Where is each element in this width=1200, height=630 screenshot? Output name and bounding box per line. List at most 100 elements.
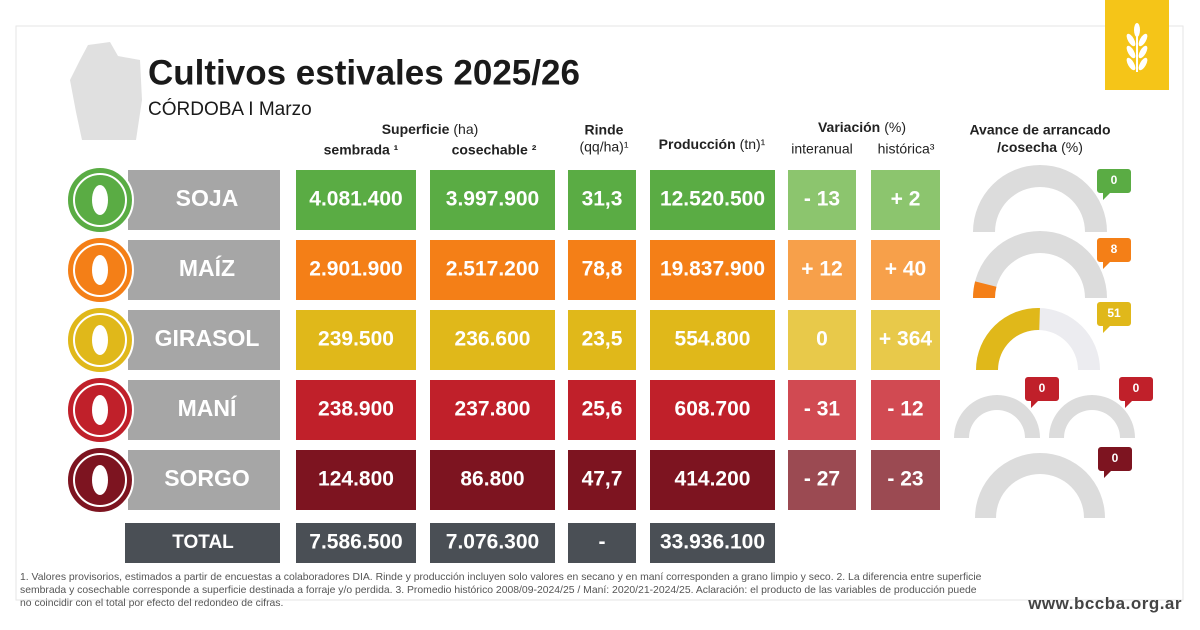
cell [568,310,636,370]
total-cell [568,523,636,563]
header: /cosecha (%) [997,139,1083,155]
cell [871,310,940,370]
bubble-label: 8 [1111,242,1118,256]
header: histórica³ [878,141,935,157]
crop-icon-shape [92,325,108,355]
cell-value: 12.520.500 [660,188,765,211]
frame [15,25,1184,601]
crop-icon-shape [92,185,108,215]
gauge-track [1049,395,1135,438]
header: (qq/ha)¹ [579,139,628,155]
title: Cultivos estivales 2025/26 [148,53,580,92]
crop-name: SORGO [164,465,250,491]
crop-name: GIRASOL [155,325,260,351]
header-part: Producción [659,136,736,152]
cell-value: - 12 [887,398,923,421]
header-part: (tn)¹ [740,136,766,152]
header: Rinde [585,122,624,138]
header-part: (ha) [453,121,478,137]
cell-value: 4.081.400 [309,188,402,211]
cell [788,310,856,370]
cell [430,310,555,370]
cell-value: 236.600 [455,328,531,351]
cell-value: - 23 [887,468,923,491]
bubble-label: 0 [1111,173,1118,187]
bubble [1097,302,1131,333]
cell [650,450,775,510]
crop-name-box [128,450,280,510]
cell [296,240,416,300]
total-cell [650,523,775,563]
cell-value: 86.800 [460,468,524,491]
crop-name: MANÍ [178,394,237,421]
crop-name-box [128,170,280,230]
crop-name-box [128,310,280,370]
cell-value: 0 [816,328,828,351]
cell-value: - 13 [804,188,840,211]
crop-icon-ring [73,313,127,367]
gauge-track [954,395,1040,438]
cell [650,310,775,370]
gauge-track [973,231,1107,298]
cell-value: + 364 [879,328,932,351]
crop-name: MAÍZ [179,254,235,281]
cell-value: + 2 [891,188,921,211]
header: cosechable ² [452,142,537,158]
cell-value: 78,8 [582,258,623,281]
cell [788,450,856,510]
total-name-box [125,523,280,563]
crop-icon-shape [92,395,108,425]
bubble [1097,169,1131,200]
gauge-track [973,165,1107,232]
gauge-track [975,453,1105,518]
cell [296,170,416,230]
crop-name-box [128,380,280,440]
header: Superficie (ha) [382,121,479,137]
subtitle: CÓRDOBA I Marzo [148,98,312,120]
header-part: Variación [818,119,880,135]
gauge-fill [976,308,1040,370]
cell-value: 2.901.900 [309,258,402,281]
footnote: 1. Valores provisorios, estimados a part… [20,572,982,609]
cell [788,380,856,440]
total-value: 7.076.300 [446,531,539,554]
cell [430,170,555,230]
header-part: (%) [884,119,906,135]
gauge-fill [973,281,997,298]
cell-value: + 12 [801,258,842,281]
crop-name-box [128,240,280,300]
cell-value: 414.200 [675,468,751,491]
cell-value: - 27 [804,468,840,491]
bubble [1098,447,1132,478]
cell [430,380,555,440]
crop-name: SOJA [176,185,239,211]
cell [296,450,416,510]
cell-value: 23,5 [582,328,623,351]
cell-value: 237.800 [455,398,531,421]
cell [568,450,636,510]
cell [650,380,775,440]
website: www.bccba.org.ar [1028,594,1182,613]
crop-icon-ring [73,453,127,507]
header: sembrada ¹ [324,142,399,158]
header: interanual [791,141,853,157]
cell [871,380,940,440]
cell-value: 19.837.900 [660,258,765,281]
total-value: - [599,531,606,554]
bubble [1097,238,1131,269]
bubble-label: 0 [1112,451,1119,465]
cell [788,240,856,300]
cell [650,240,775,300]
cell-value: 25,6 [582,398,623,421]
cell-value: 2.517.200 [446,258,539,281]
bubble [1119,377,1153,408]
header: Variación (%) [818,119,906,135]
header: Producción (tn)¹ [659,136,766,152]
cell-value: 239.500 [318,328,394,351]
total-value: 33.936.100 [660,531,765,554]
cell [650,170,775,230]
crop-icon-shape [92,465,108,495]
header-part: /cosecha [997,139,1057,155]
